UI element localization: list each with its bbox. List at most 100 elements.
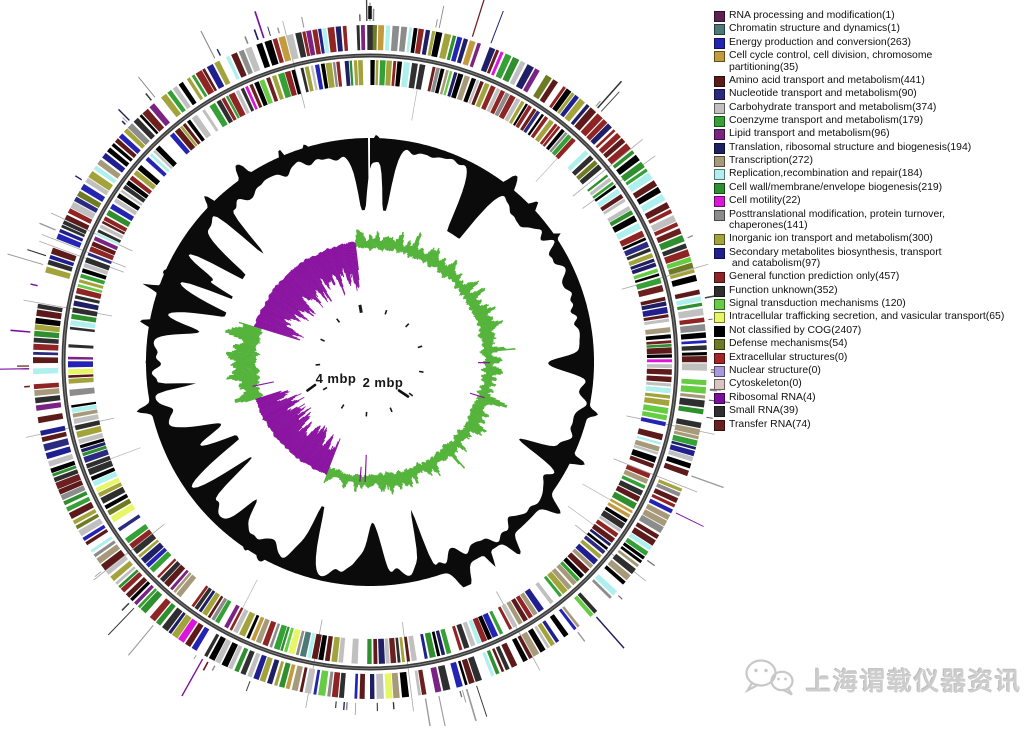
- legend-label: Translation, ribosomal structure and bio…: [729, 142, 971, 154]
- legend-label: Transcription(272): [729, 155, 813, 167]
- legend-label: Nucleotide transport and metabolism(90): [729, 88, 917, 100]
- legend-item: Nuclear structure(0): [714, 365, 1030, 377]
- legend-swatch: [714, 420, 725, 431]
- scale-label-4mbp-pointer: [308, 385, 316, 391]
- legend-swatch: [714, 38, 725, 49]
- genome-plot-svg: 4 mbp 2 mbp: [0, 0, 730, 726]
- legend-swatch: [714, 129, 725, 140]
- legend-swatch: [714, 24, 725, 35]
- cog-ring-forward: [33, 25, 707, 699]
- legend-swatch: [714, 234, 725, 245]
- legend-swatch: [714, 156, 725, 167]
- legend-label: Cell motility(22): [729, 195, 801, 207]
- legend-item: General function prediction only(457): [714, 271, 1030, 283]
- legend-item: Transfer RNA(74): [714, 419, 1030, 431]
- legend-label: Intracellular trafficking secretion, and…: [729, 311, 1004, 323]
- legend-swatch: [714, 116, 725, 127]
- legend: RNA processing and modification(1)Chroma…: [714, 10, 1030, 432]
- legend-item: Inorganic ion transport and metabolism(3…: [714, 233, 1030, 245]
- legend-item: Translation, ribosomal structure and bio…: [714, 142, 1030, 154]
- legend-item: Signal transduction mechanisms (120): [714, 298, 1030, 310]
- legend-item: Cell motility(22): [714, 195, 1030, 207]
- legend-swatch: [714, 248, 725, 259]
- legend-swatch: [714, 183, 725, 194]
- legend-item: Chromatin structure and dynamics(1): [714, 23, 1030, 35]
- legend-swatch: [714, 299, 725, 310]
- legend-item: Cytoskeleton(0): [714, 378, 1030, 390]
- legend-item: Defense mechanisms(54): [714, 338, 1030, 350]
- legend-swatch: [714, 286, 725, 297]
- legend-swatch: [714, 312, 725, 323]
- legend-item: Extracellular structures(0): [714, 352, 1030, 364]
- legend-label: Secondary metabolites biosynthesis, tran…: [729, 247, 942, 270]
- legend-swatch: [714, 353, 725, 364]
- legend-item: Cell cycle control, cell division, chrom…: [714, 50, 1030, 73]
- legend-item: Secondary metabolites biosynthesis, tran…: [714, 247, 1030, 270]
- legend-label: Signal transduction mechanisms (120): [729, 298, 906, 310]
- watermark-text: 上海谓载仪器资讯: [806, 662, 1022, 698]
- legend-item: Amino acid transport and metabolism(441): [714, 75, 1030, 87]
- legend-label: Cell wall/membrane/envelope biogenesis(2…: [729, 182, 942, 194]
- gc-content-ring: [137, 135, 598, 588]
- legend-label: Not classified by COG(2407): [729, 325, 861, 337]
- legend-label: Transfer RNA(74): [729, 419, 811, 431]
- legend-swatch: [714, 210, 725, 221]
- legend-item: Carbohydrate transport and metabolism(37…: [714, 102, 1030, 114]
- legend-label: Carbohydrate transport and metabolism(37…: [729, 102, 936, 114]
- legend-label: Chromatin structure and dynamics(1): [729, 23, 900, 35]
- legend-label: Amino acid transport and metabolism(441): [729, 75, 925, 87]
- legend-label: Coenzyme transport and metabolism(179): [729, 115, 923, 127]
- legend-label: General function prediction only(457): [729, 271, 899, 283]
- legend-label: Defense mechanisms(54): [729, 338, 847, 350]
- legend-swatch: [714, 393, 725, 404]
- gc-skew-ring: [225, 230, 515, 495]
- legend-label: Posttranslational modification, protein …: [729, 209, 945, 232]
- genome-plot: 4 mbp 2 mbp: [0, 0, 730, 726]
- legend-item: Small RNA(39): [714, 405, 1030, 417]
- legend-item: Transcription(272): [714, 155, 1030, 167]
- legend-item: Not classified by COG(2407): [714, 325, 1030, 337]
- legend-item: Replication,recombination and repair(184…: [714, 168, 1030, 180]
- legend-swatch: [714, 103, 725, 114]
- legend-label: Lipid transport and metabolism(96): [729, 128, 890, 140]
- legend-swatch: [714, 272, 725, 283]
- legend-label: Ribosomal RNA(4): [729, 392, 816, 404]
- legend-label: Extracellular structures(0): [729, 352, 847, 364]
- legend-swatch: [714, 326, 725, 337]
- legend-label: Energy production and conversion(263): [729, 37, 911, 49]
- legend-label: RNA processing and modification(1): [729, 10, 895, 22]
- legend-swatch: [714, 366, 725, 377]
- legend-item: Nucleotide transport and metabolism(90): [714, 88, 1030, 100]
- legend-label: Cell cycle control, cell division, chrom…: [729, 50, 932, 73]
- scale-tick-ring: [316, 305, 424, 417]
- legend-label: Inorganic ion transport and metabolism(3…: [729, 233, 933, 245]
- legend-label: Cytoskeleton(0): [729, 378, 802, 390]
- legend-label: Nuclear structure(0): [729, 365, 821, 377]
- legend-item: Coenzyme transport and metabolism(179): [714, 115, 1030, 127]
- legend-label: Replication,recombination and repair(184…: [729, 168, 923, 180]
- gene-marker-ticks: [0, 0, 730, 726]
- legend-item: Energy production and conversion(263): [714, 37, 1030, 49]
- scale-label-2mbp: 2 mbp: [363, 375, 404, 390]
- watermark: 上海谓载仪器资讯: [742, 654, 1022, 705]
- wechat-logo-icon: [742, 654, 798, 705]
- legend-item: Intracellular trafficking secretion, and…: [714, 311, 1030, 323]
- scale-label-4mbp: 4 mbp: [316, 371, 357, 386]
- legend-label: Function unknown(352): [729, 285, 838, 297]
- legend-swatch: [714, 143, 725, 154]
- legend-swatch: [714, 76, 725, 87]
- legend-swatch: [714, 89, 725, 100]
- legend-swatch: [714, 51, 725, 62]
- legend-swatch: [714, 379, 725, 390]
- scale-label-2mbp-pointer: [399, 391, 408, 397]
- legend-swatch: [714, 11, 725, 22]
- legend-label: Small RNA(39): [729, 405, 798, 417]
- legend-item: Lipid transport and metabolism(96): [714, 128, 1030, 140]
- legend-item: Posttranslational modification, protein …: [714, 209, 1030, 232]
- legend-item: Function unknown(352): [714, 285, 1030, 297]
- legend-item: Cell wall/membrane/envelope biogenesis(2…: [714, 182, 1030, 194]
- legend-swatch: [714, 406, 725, 417]
- origin-tick: [368, 6, 372, 19]
- legend-item: RNA processing and modification(1): [714, 10, 1030, 22]
- legend-swatch: [714, 169, 725, 180]
